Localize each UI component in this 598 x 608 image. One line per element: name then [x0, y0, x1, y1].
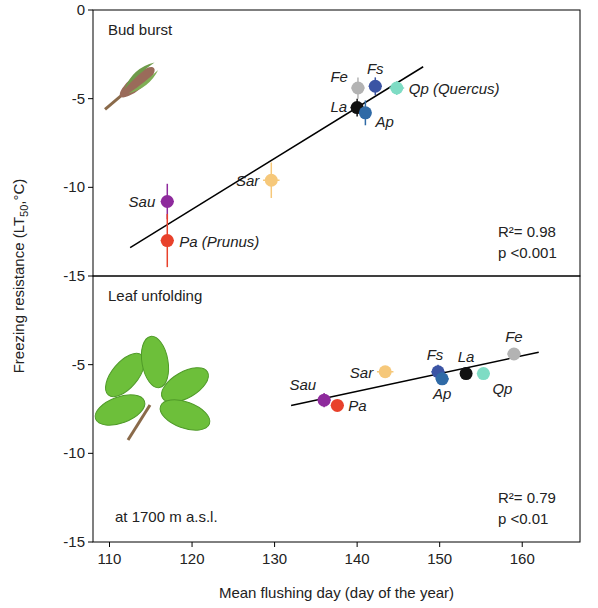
y-tick — [88, 364, 93, 365]
point-label: Pa (Prunus) — [179, 233, 259, 250]
panel-title: Leaf unfolding — [108, 287, 202, 304]
point-label: Pa — [348, 397, 366, 414]
y-tick-label: -5 — [72, 90, 85, 107]
bud-icon — [99, 59, 162, 115]
y-tick — [88, 276, 93, 277]
bud-leaf — [128, 69, 160, 97]
y-tick — [88, 542, 93, 543]
point-label: La — [458, 348, 475, 365]
point-label: Sar — [236, 172, 260, 189]
point — [477, 367, 490, 380]
chart: -15 -10 -5 0 Freezing resistance (LT50,°C) Bu… — [0, 0, 598, 608]
y-tick-label: -10 — [63, 444, 85, 461]
fit-line — [130, 67, 423, 248]
point-label: Fe — [505, 328, 523, 345]
x-tick — [109, 542, 110, 547]
y-axis-title: Freezing resistance (LT50,°C) — [10, 179, 30, 374]
point — [460, 367, 473, 380]
y-tick — [88, 187, 93, 188]
bud-leaf — [121, 59, 155, 89]
leaf — [91, 389, 149, 431]
point — [318, 394, 331, 407]
point-label: Sau — [289, 376, 316, 393]
leaf — [138, 334, 173, 390]
point — [161, 234, 174, 247]
point-label: Fs — [367, 60, 384, 77]
x-tick — [522, 542, 523, 547]
marks — [130, 67, 423, 267]
annotation: p <0.01 — [498, 510, 548, 527]
x-tick — [274, 542, 275, 547]
point-label: Ap — [432, 385, 451, 402]
point — [436, 372, 449, 385]
annotation: at 1700 m a.s.l. — [115, 508, 218, 525]
x-tick-label: 150 — [427, 550, 452, 567]
annotation: R²= 0.79 — [498, 489, 556, 506]
point — [331, 399, 344, 412]
point — [507, 348, 520, 361]
point — [351, 82, 364, 95]
point — [390, 82, 403, 95]
y-tick — [88, 453, 93, 454]
x-tick-label: 140 — [345, 550, 370, 567]
annotation: p <0.001 — [498, 244, 557, 261]
x-tick — [439, 542, 440, 547]
frame — [93, 276, 580, 542]
point-label: La — [330, 98, 347, 115]
marks — [291, 348, 539, 412]
x-tick-label: 130 — [262, 550, 287, 567]
frame — [93, 10, 580, 276]
y-tick-label: -10 — [63, 178, 85, 195]
point-label: Fe — [330, 68, 348, 85]
point — [379, 365, 392, 378]
x-tick-label: 110 — [98, 550, 122, 567]
y-tick-label: -5 — [72, 356, 85, 373]
x-axis-title: Mean flushing day (day of the year) — [219, 584, 454, 601]
x-tick-label: 120 — [180, 550, 205, 567]
point — [369, 80, 382, 93]
point-label: Qp (Quercus) — [409, 80, 500, 97]
annotation: R²= 0.98 — [498, 223, 556, 240]
y-tick-label: -15 — [63, 267, 85, 284]
y-tick-label: -15 — [63, 533, 85, 550]
point — [265, 174, 278, 187]
point-label: Ap — [374, 113, 393, 130]
x-tick-label: 160 — [510, 550, 535, 567]
panel-title: Bud burst — [108, 21, 173, 38]
y-tick — [88, 98, 93, 99]
point-label: Qp — [492, 380, 512, 397]
point — [161, 195, 174, 208]
y-tick — [88, 10, 93, 11]
bud — [116, 63, 159, 102]
point-label: Fs — [427, 346, 444, 363]
point-label: Sau — [129, 193, 156, 210]
x-tick — [192, 542, 193, 547]
leaf-icon — [91, 334, 214, 440]
leaf — [156, 394, 214, 436]
x-tick — [357, 542, 358, 547]
point-label: Sar — [350, 364, 374, 381]
point — [359, 106, 372, 119]
y-tick-label: 0 — [77, 1, 85, 18]
